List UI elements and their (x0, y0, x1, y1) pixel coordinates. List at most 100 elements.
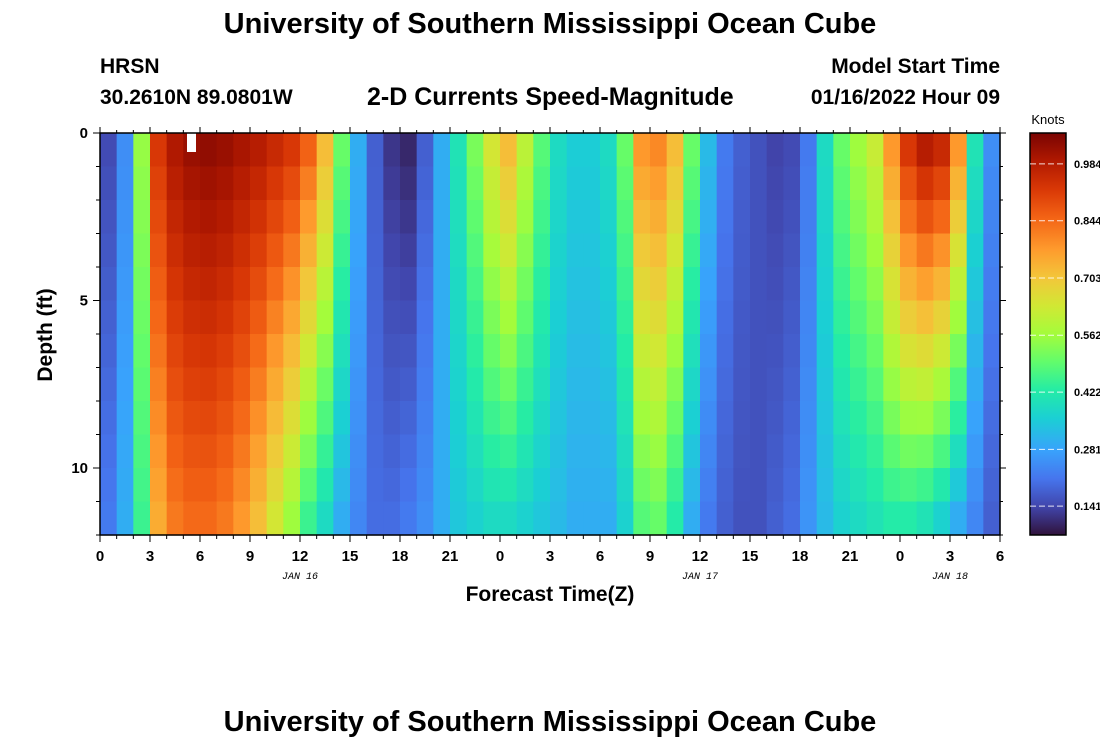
heatmap-cell (250, 501, 268, 536)
heatmap-cell (350, 267, 368, 302)
heatmap-cell (583, 133, 601, 168)
heatmap-cell (633, 200, 651, 235)
heatmap-cell (850, 267, 868, 302)
heatmap-cell (700, 233, 718, 268)
heatmap-cell (750, 501, 768, 536)
heatmap-cell (733, 401, 751, 436)
heatmap-cell (500, 401, 518, 436)
date-label: JAN 17 (682, 572, 718, 583)
heatmap-cell (350, 468, 368, 503)
heatmap-cell (816, 501, 834, 536)
missing-data-marker (187, 133, 196, 152)
heatmap-cell (766, 468, 784, 503)
heatmap-cell (633, 233, 651, 268)
heatmap-cell (566, 166, 584, 201)
heatmap-cell (950, 300, 968, 335)
colorbar-ticks: 0.984 0.844 0.703 0.562 0.422 0.281 0.141 (1030, 159, 1100, 513)
heatmap-cell (766, 334, 784, 369)
heatmap-cell (300, 166, 318, 201)
x-tick-label: 9 (246, 548, 254, 565)
heatmap-cell (366, 233, 384, 268)
heatmap-cell (150, 468, 168, 503)
heatmap-cell (483, 133, 501, 168)
heatmap-cell (966, 468, 984, 503)
heatmap-cell (900, 401, 918, 436)
heatmap-cell (533, 367, 551, 402)
heatmap-cell (633, 401, 651, 436)
heatmap-cell (533, 434, 551, 469)
heatmap-cell (133, 367, 151, 402)
date-labels: JAN 16 JAN 17 JAN 18 (282, 572, 968, 583)
heatmap-cell (883, 133, 901, 168)
heatmap-cell (966, 501, 984, 536)
heatmap-cell (450, 133, 468, 168)
heatmap-cell (400, 300, 418, 335)
heatmap-cell (266, 468, 284, 503)
heatmap-cell (666, 367, 684, 402)
heatmap-cell (233, 334, 251, 369)
heatmap-cell (833, 300, 851, 335)
heatmap-cell (366, 133, 384, 168)
heatmap-cell (916, 468, 934, 503)
heatmap-cell (483, 401, 501, 436)
heatmap-cell (950, 367, 968, 402)
heatmap-cell (200, 401, 218, 436)
heatmap-cell (816, 300, 834, 335)
heatmap-cell (166, 367, 184, 402)
heatmap-cell (150, 367, 168, 402)
heatmap-cell (650, 401, 668, 436)
heatmap-cell (950, 468, 968, 503)
heatmap-cell (266, 501, 284, 536)
colorbar-tick-label: 0.422 (1074, 387, 1100, 399)
heatmap-cell (450, 233, 468, 268)
heatmap-cell (583, 401, 601, 436)
heatmap-cell (583, 367, 601, 402)
heatmap-cell (266, 334, 284, 369)
heatmap-cell (950, 200, 968, 235)
heatmap-cell (600, 166, 618, 201)
heatmap-cell (466, 300, 484, 335)
heatmap-cell (700, 133, 718, 168)
heatmap-cell (616, 367, 634, 402)
station-name: HRSN (100, 55, 160, 78)
heatmap-cell (683, 468, 701, 503)
heatmap-cell (116, 133, 134, 168)
heatmap-cell (800, 334, 818, 369)
colorbar (1029, 132, 1067, 536)
heatmap-cell (316, 166, 334, 201)
heatmap-cell (216, 401, 234, 436)
heatmap-cell (716, 166, 734, 201)
heatmap-cell (750, 401, 768, 436)
heatmap-cell (783, 501, 801, 536)
heatmap-cell (883, 200, 901, 235)
heatmap-cell (666, 133, 684, 168)
heatmap-cell (933, 166, 951, 201)
heatmap-cell (483, 367, 501, 402)
heatmap-cell (400, 401, 418, 436)
heatmap-cell (433, 367, 451, 402)
heatmap-cell (950, 434, 968, 469)
heatmap-cell (416, 434, 434, 469)
heatmap-cell (600, 468, 618, 503)
heatmap-cell (700, 434, 718, 469)
heatmap-cell (933, 233, 951, 268)
heatmap-cell (250, 334, 268, 369)
heatmap-cell (450, 166, 468, 201)
heatmap-cell (716, 401, 734, 436)
heatmap-cell (183, 200, 201, 235)
heatmap-cell (200, 267, 218, 302)
heatmap-cell (650, 200, 668, 235)
heatmap-cell (283, 501, 301, 536)
heatmap-cell (866, 300, 884, 335)
heatmap-cell (166, 334, 184, 369)
heatmap-cell (200, 434, 218, 469)
heatmap-cell (300, 401, 318, 436)
heatmap-cell (366, 166, 384, 201)
heatmap-cell (783, 233, 801, 268)
heatmap-cell (183, 166, 201, 201)
x-tick-label: 12 (292, 548, 309, 565)
heatmap-cell (666, 401, 684, 436)
heatmap-cell (166, 233, 184, 268)
heatmap-cell (983, 233, 1001, 268)
heatmap-cell (550, 468, 568, 503)
